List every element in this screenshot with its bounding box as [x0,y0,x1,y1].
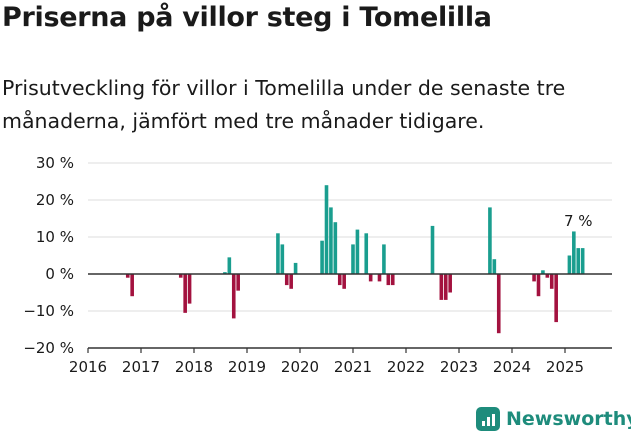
bar [549,274,554,289]
bar [496,274,501,334]
bar [324,185,329,274]
newsworthy-logo: Newsworthy [476,407,631,431]
bar [364,233,369,274]
y-tick-label: −20 % [23,339,74,357]
y-tick-label: 0 % [45,265,74,283]
x-tick-label: 2023 [440,358,478,376]
bar [382,244,386,274]
x-tick-label: 2017 [122,358,160,376]
bar [377,274,382,282]
y-tick-label: 30 % [36,154,74,172]
data-label: 7 % [564,212,593,230]
bar [130,274,134,297]
bar [430,225,435,274]
bar [178,274,183,278]
bar [329,207,333,274]
chart-title: Priserna på villor steg i Tomelilla [2,2,492,33]
bar [567,255,572,274]
bar [227,257,232,274]
y-tick-label: 10 % [36,228,74,246]
chart-subtitle: Prisutveckling för villor i Tomelilla un… [2,76,566,133]
x-tick-label: 2020 [281,358,319,376]
x-tick-label: 2024 [493,358,531,376]
bar [554,274,558,323]
brand-name: Newsworthy [506,408,631,430]
bar [125,274,130,278]
bar [183,274,187,313]
bar [492,259,497,274]
bar [390,274,395,286]
bar [443,274,448,300]
bar [355,229,360,274]
bar [439,274,444,300]
bar [576,248,581,274]
bar [368,274,373,282]
y-tick-label: 20 % [36,191,74,209]
bar [351,244,355,274]
bar [223,272,227,274]
x-tick-label: 2021 [334,358,372,376]
bar [386,274,391,286]
bar [320,240,324,274]
bar [284,274,289,286]
bar [280,244,285,274]
bar [236,274,240,291]
bar [333,222,338,274]
bar [342,274,346,289]
bar [293,262,298,274]
bar [545,274,550,278]
bar [276,233,280,274]
y-tick-label: −10 % [23,302,74,320]
bar [231,274,236,319]
x-tick-label: 2018 [175,358,213,376]
bar [541,270,545,274]
bar [187,274,192,304]
bar [488,207,492,274]
bar [337,274,342,286]
bar [572,231,576,274]
bar [580,248,585,274]
bar-chart-icon [476,407,500,431]
x-tick-label: 2019 [228,358,266,376]
x-tick-label: 2025 [546,358,584,376]
bar [532,274,536,282]
x-tick-label: 2016 [69,358,107,376]
bar [289,274,293,289]
x-tick-label: 2022 [387,358,425,376]
bar [448,274,452,293]
bar [536,274,541,297]
